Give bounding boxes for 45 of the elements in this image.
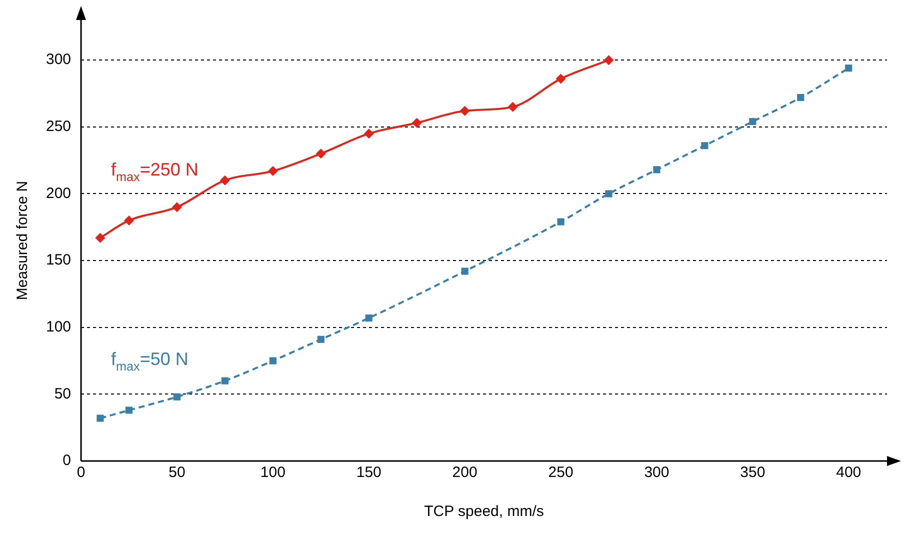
y-tick-label: 250 bbox=[46, 118, 72, 136]
point bbox=[365, 314, 372, 322]
point bbox=[220, 175, 230, 186]
y-tick-label: 200 bbox=[46, 184, 72, 202]
x-tick-label: 400 bbox=[836, 464, 862, 482]
point bbox=[797, 94, 804, 102]
point bbox=[749, 118, 756, 126]
x-tick-label: 350 bbox=[740, 464, 766, 482]
point bbox=[317, 336, 324, 343]
point bbox=[845, 64, 852, 72]
point bbox=[125, 406, 133, 414]
point bbox=[461, 268, 468, 275]
y-tick-label: 50 bbox=[54, 385, 72, 402]
y-tick-label: 300 bbox=[46, 51, 72, 68]
point bbox=[412, 118, 422, 128]
point bbox=[604, 55, 614, 66]
point bbox=[172, 202, 182, 212]
x-tick-label: 250 bbox=[548, 464, 574, 482]
point bbox=[268, 166, 278, 176]
y-tick-label: 150 bbox=[46, 252, 72, 269]
point bbox=[124, 215, 134, 226]
point bbox=[316, 148, 326, 159]
x-tick-label: 300 bbox=[644, 464, 670, 482]
point bbox=[460, 106, 470, 116]
x-tick-label: 100 bbox=[260, 464, 286, 482]
point bbox=[557, 218, 564, 226]
point bbox=[701, 142, 708, 150]
x-axis-title: TCP speed, mm/s bbox=[424, 503, 544, 520]
point bbox=[364, 128, 374, 139]
point bbox=[173, 393, 181, 400]
y-tick-label: 0 bbox=[62, 452, 72, 470]
point bbox=[508, 102, 518, 112]
point bbox=[269, 357, 276, 364]
point bbox=[605, 190, 612, 198]
y-tick-label: 100 bbox=[46, 318, 72, 336]
x-tick-label: 200 bbox=[452, 464, 478, 482]
point bbox=[653, 166, 660, 174]
point bbox=[221, 377, 228, 384]
x-tick-label: 150 bbox=[356, 464, 382, 482]
point bbox=[96, 414, 104, 422]
point bbox=[95, 232, 106, 243]
x-tick-label: 0 bbox=[76, 464, 86, 482]
point bbox=[556, 74, 566, 84]
y-axis-title: Measured force N bbox=[14, 180, 32, 300]
x-tick-label: 50 bbox=[168, 464, 186, 482]
